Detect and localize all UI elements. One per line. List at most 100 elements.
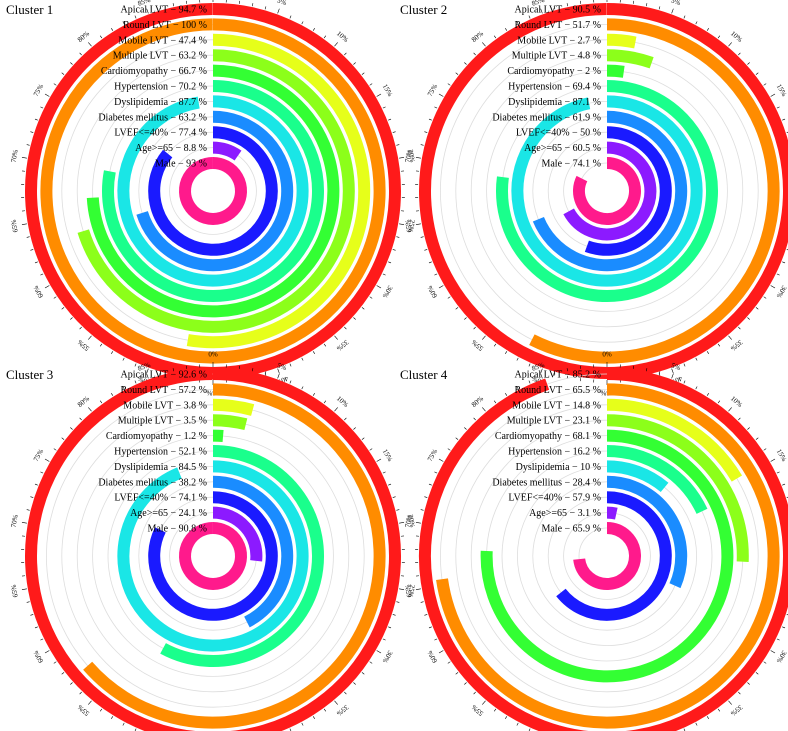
- axis-tick: [53, 448, 57, 451]
- axis-tick: [770, 650, 776, 654]
- axis-tick: [438, 285, 444, 289]
- label-apical-lvt: Apical LVT − 85.2 %: [515, 370, 601, 381]
- axis-tick: [728, 407, 732, 412]
- axis-tick: [482, 42, 486, 47]
- axis-tick: [26, 236, 30, 238]
- label-diabetes-mellitus: Diabetes mellitus − 63.2 %: [98, 112, 207, 123]
- axis-tick: [61, 72, 65, 75]
- axis-tick: [464, 317, 467, 320]
- axis-tick: [376, 650, 382, 654]
- axis-tick: [493, 343, 497, 347]
- tick-label: 75%: [32, 448, 45, 463]
- axis-tick: [376, 93, 382, 97]
- label-mobile-lvt: Mobile LVT − 14.8 %: [512, 400, 601, 411]
- axis-tick: [755, 437, 759, 440]
- axis-tick: [382, 471, 386, 474]
- axis-tick: [44, 650, 50, 654]
- axis-tick: [786, 614, 788, 616]
- axis-tick: [455, 672, 459, 675]
- axis-tick: [388, 118, 392, 121]
- label-hypertension: Hypertension − 69.4 %: [508, 82, 601, 93]
- tick-label: 85%: [137, 361, 152, 373]
- tick-label: 15%: [381, 448, 394, 463]
- axis-tick: [770, 458, 776, 462]
- axis-tick: [447, 296, 451, 299]
- bar-mobile-lvt: [186, 33, 371, 349]
- axis-tick: [420, 601, 424, 603]
- axis-tick: [99, 343, 103, 347]
- bar-diabetes-mellitus: [212, 475, 294, 628]
- axis-tick: [786, 496, 788, 498]
- tick-label: 65%: [404, 219, 414, 233]
- label-age-65: Age>=65 − 60.5 %: [524, 143, 601, 154]
- axis-tick: [44, 93, 50, 97]
- tick-label: 80%: [470, 394, 485, 408]
- tick-label: 85%: [531, 0, 546, 8]
- bar-mobile-lvt: [606, 33, 637, 49]
- tick-label: 15%: [381, 83, 394, 98]
- axis-tick: [289, 15, 292, 19]
- tick-label: 70%: [10, 149, 20, 163]
- axis-tick: [438, 93, 444, 97]
- axis-tick: [30, 614, 34, 616]
- axis-tick: [134, 380, 137, 384]
- bar-hypertension: [160, 445, 324, 667]
- axis-tick: [763, 83, 767, 86]
- axis-tick: [277, 368, 280, 374]
- axis-tick: [424, 614, 428, 616]
- axis-tick: [301, 722, 304, 726]
- label-cardiomyopathy: Cardiomyopathy − 66.7 %: [101, 66, 207, 77]
- axis-tick: [369, 296, 373, 299]
- axis-tick: [34, 118, 38, 121]
- axis-tick: [361, 72, 365, 75]
- label-male: Male − 93 %: [155, 159, 207, 170]
- axis-tick: [392, 131, 396, 133]
- axis-tick: [79, 691, 82, 695]
- axis-tick: [747, 427, 750, 430]
- axis-tick: [21, 522, 27, 524]
- axis-tick: [88, 407, 92, 412]
- label-mobile-lvt: Mobile LVT − 3.8 %: [123, 400, 207, 411]
- axis-tick: [264, 6, 267, 10]
- cluster-3-chart: Apical LVT − 92.6 % Round LVT − 57.2 % Mob…: [10, 351, 416, 731]
- axis-tick: [516, 722, 519, 726]
- label-lvef-40: LVEF<=40% − 50 %: [516, 128, 601, 139]
- label-age-65: Age>=65 − 8.8 %: [135, 143, 207, 154]
- label-multiple-lvt: Multiple LVT − 63.2 %: [113, 51, 207, 62]
- axis-tick: [146, 373, 149, 379]
- bar-mobile-lvt: [212, 398, 255, 416]
- cluster-1-panel: Cluster 1 Apical LVT − 94.7 % Round LVT −…: [0, 0, 416, 396]
- bar-lvef-40: [148, 491, 278, 621]
- axis-tick: [671, 368, 674, 374]
- cluster-4-title: Cluster 4: [400, 367, 448, 382]
- tick-label: 25%: [406, 584, 416, 598]
- axis-tick: [505, 393, 508, 396]
- label-diabetes-mellitus: Diabetes mellitus − 38.2 %: [98, 477, 207, 488]
- cluster-3-panel: Cluster 3 Apical LVT − 92.6 % Round LVT −…: [0, 351, 416, 731]
- axis-tick: [396, 236, 400, 238]
- axis-tick: [646, 3, 648, 7]
- cluster-1-title: Cluster 1: [6, 2, 54, 17]
- axis-tick: [334, 335, 338, 340]
- axis-tick: [728, 42, 732, 47]
- axis-tick: [706, 28, 709, 31]
- tick-label: 5%: [670, 361, 682, 372]
- axis-tick: [146, 368, 149, 374]
- axis-tick: [786, 131, 788, 133]
- bar-male: [573, 522, 641, 590]
- axis-tick: [747, 317, 750, 320]
- tick-label: 5%: [670, 0, 682, 7]
- bar-apical-lvt: [419, 3, 788, 379]
- label-round-lvt: Round LVT − 57.2 %: [121, 385, 207, 396]
- axis-tick: [671, 8, 674, 14]
- label-hypertension: Hypertension − 52.1 %: [114, 447, 207, 458]
- label-dyslipidemia: Dyslipidemia − 87.7 %: [114, 97, 207, 108]
- axis-tick: [695, 21, 698, 25]
- axis-tick: [369, 83, 373, 86]
- axis-tick: [79, 52, 82, 56]
- axis-tick: [717, 343, 721, 347]
- axis-tick: [683, 15, 686, 19]
- cluster-4-panel: Cluster 4 Apical LVT − 85.2 % Round LVT −…: [394, 351, 788, 731]
- axis-tick: [763, 661, 767, 664]
- axis-tick: [415, 223, 421, 225]
